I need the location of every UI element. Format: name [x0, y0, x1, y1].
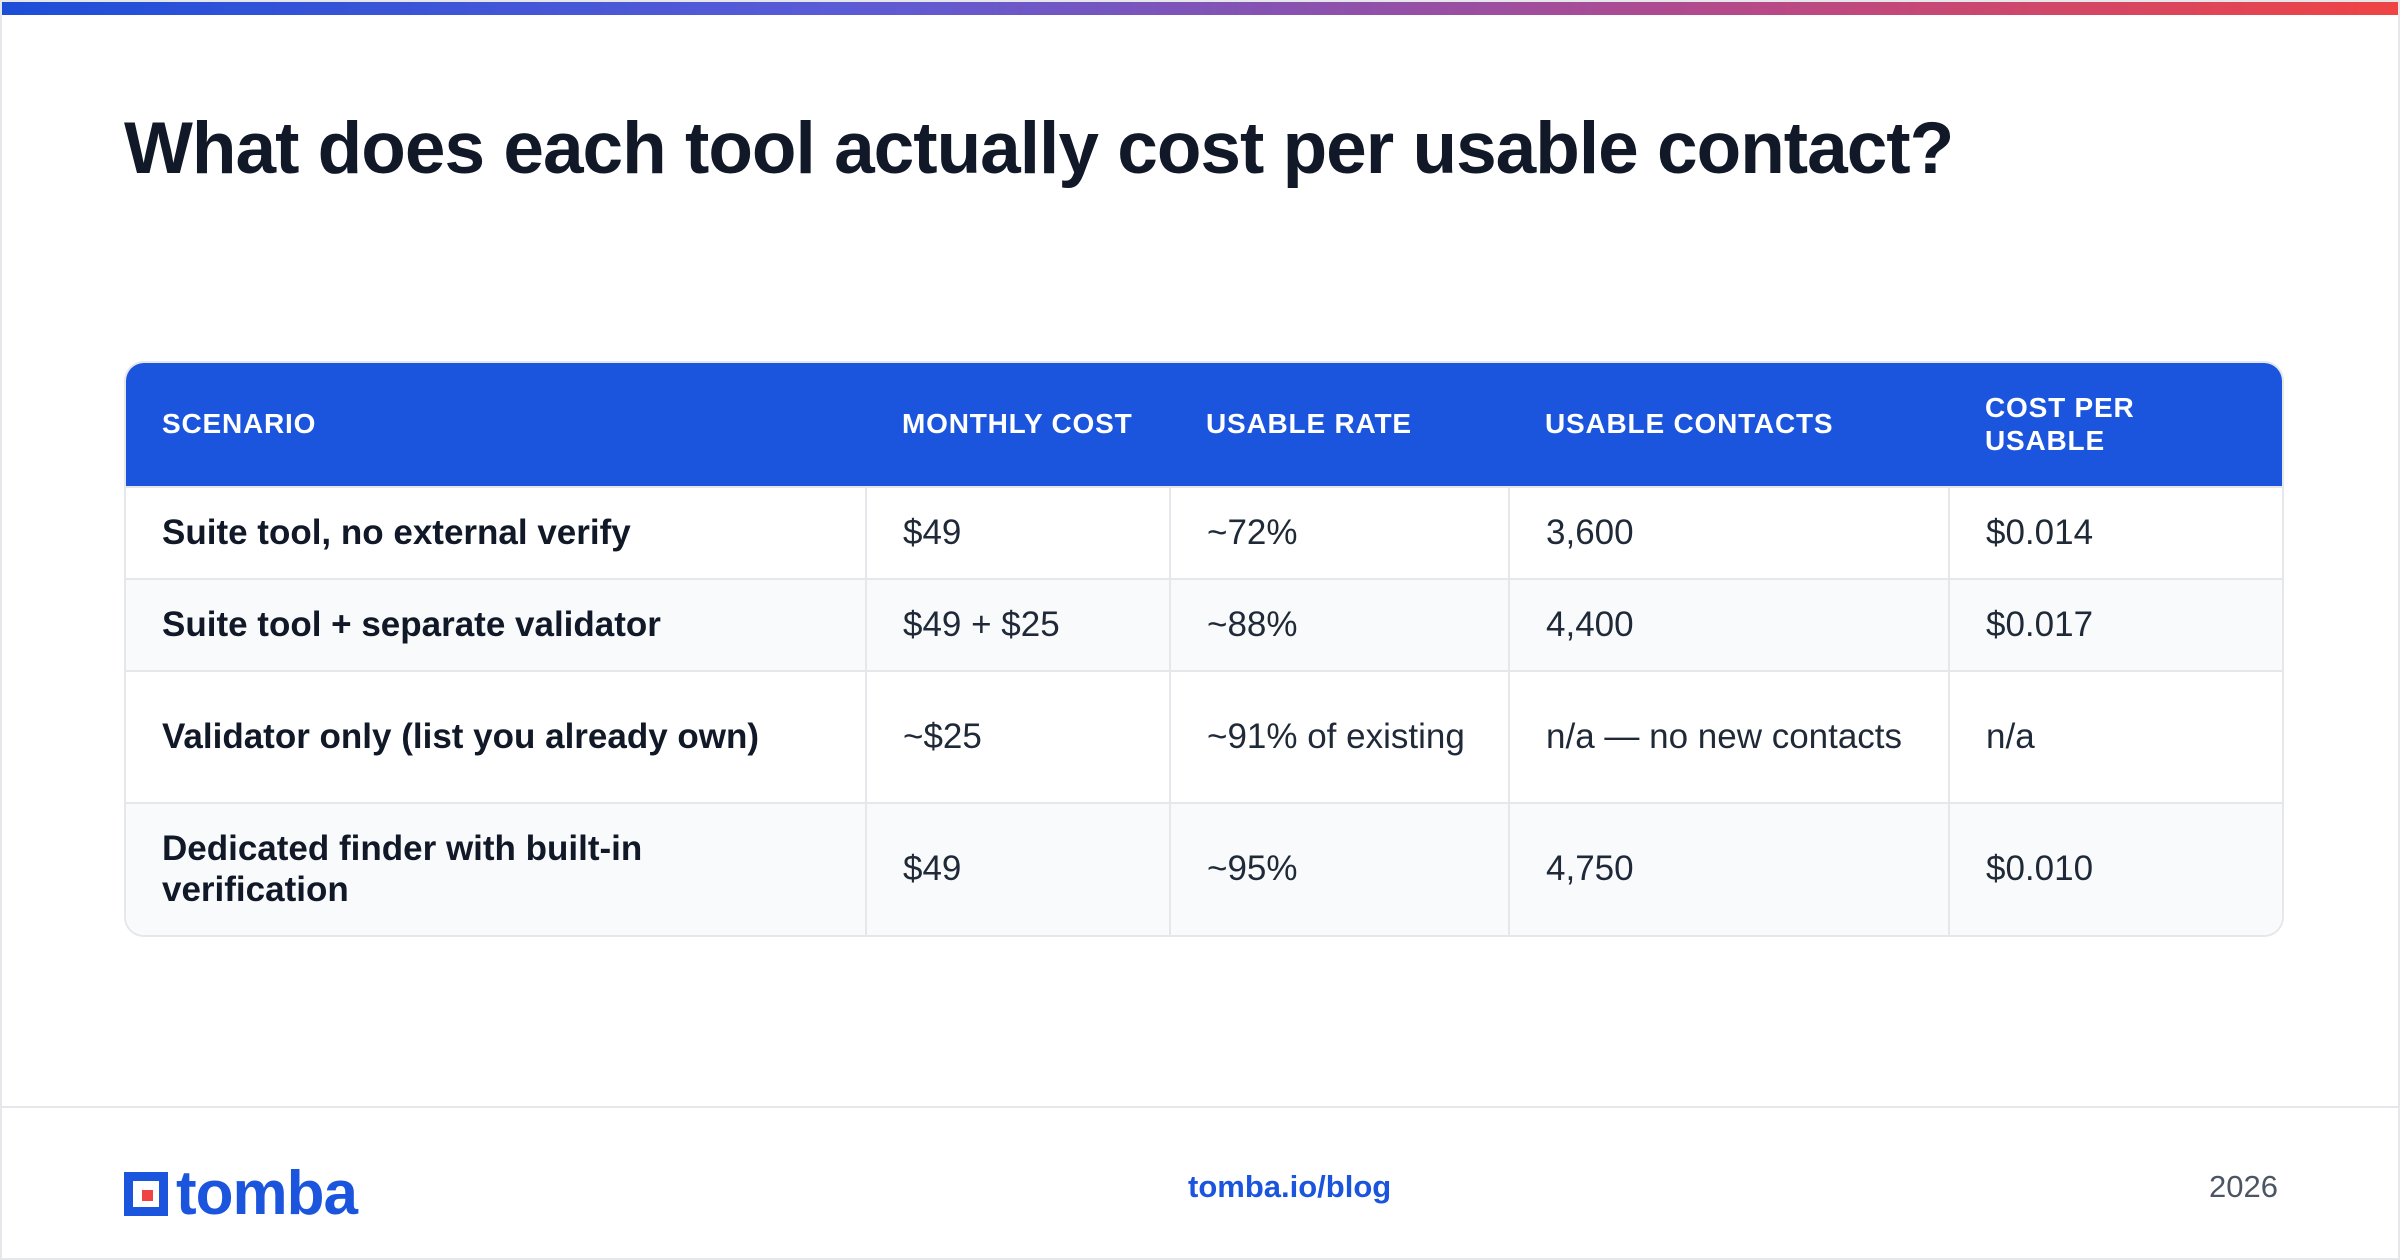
usable-rate-cell: ~72% [1169, 487, 1509, 579]
cost-per-usable-cell: n/a [1948, 671, 2282, 803]
header-monthly-cost: MONTHLY COST [902, 408, 1133, 440]
header-scenario: SCENARIO [162, 408, 317, 440]
usable-rate-cell: ~95% [1169, 803, 1509, 935]
usable-rate-cell: ~88% [1169, 579, 1509, 671]
footer: tomba tomba.io/blog 2026 [2, 1106, 2398, 1258]
usable-contacts-cell: n/a — no new contacts [1508, 671, 1949, 803]
usable-rate-cell: ~91% of existing [1169, 671, 1509, 803]
comparison-table-wrapper: SCENARIO MONTHLY COST USABLE RATE USABLE… [124, 361, 2284, 937]
comparison-table: SCENARIO MONTHLY COST USABLE RATE USABLE… [126, 363, 2282, 935]
logo-text: tomba [176, 1159, 358, 1228]
table-header-row: SCENARIO MONTHLY COST USABLE RATE USABLE… [126, 363, 2282, 487]
tomba-square-logo-icon [124, 1172, 168, 1216]
header-cost-per-usable: COST PER USABLE [1985, 392, 2135, 456]
cost-per-usable-cell: $0.014 [1948, 487, 2282, 579]
table-body: Suite tool, no external verify $49 ~72% … [126, 487, 2282, 935]
top-gradient-bar [2, 2, 2398, 15]
scenario-cell: Suite tool, no external verify [162, 512, 631, 552]
page-title: What does each tool actually cost per us… [124, 108, 1954, 189]
table-row: Suite tool, no external verify $49 ~72% … [126, 487, 2282, 579]
cost-per-usable-cell: $0.010 [1948, 803, 2282, 935]
header-usable-contacts: USABLE CONTACTS [1545, 408, 1834, 440]
table-row: Dedicated finder with built-in verificat… [126, 803, 2282, 935]
blog-link[interactable]: tomba.io/blog [1188, 1169, 1392, 1204]
table-header: SCENARIO MONTHLY COST USABLE RATE USABLE… [126, 363, 2282, 487]
usable-contacts-cell: 4,400 [1508, 579, 1949, 671]
header-usable-rate: USABLE RATE [1206, 408, 1412, 440]
tomba-logo: tomba [124, 1159, 358, 1228]
usable-contacts-cell: 3,600 [1508, 487, 1949, 579]
scenario-cell: Suite tool + separate validator [162, 604, 661, 644]
scenario-cell: Dedicated finder with built-in verificat… [162, 829, 643, 909]
monthly-cost-cell: ~$25 [865, 671, 1170, 803]
footer-year: 2026 [2209, 1169, 2278, 1204]
monthly-cost-cell: $49 [865, 803, 1170, 935]
table-row: Suite tool + separate validator $49 + $2… [126, 579, 2282, 671]
cost-per-usable-cell: $0.017 [1948, 579, 2282, 671]
scenario-cell: Validator only (list you already own) [162, 716, 760, 756]
monthly-cost-cell: $49 + $25 [865, 579, 1170, 671]
usable-contacts-cell: 4,750 [1508, 803, 1949, 935]
monthly-cost-cell: $49 [865, 487, 1170, 579]
table-row: Validator only (list you already own) ~$… [126, 671, 2282, 803]
